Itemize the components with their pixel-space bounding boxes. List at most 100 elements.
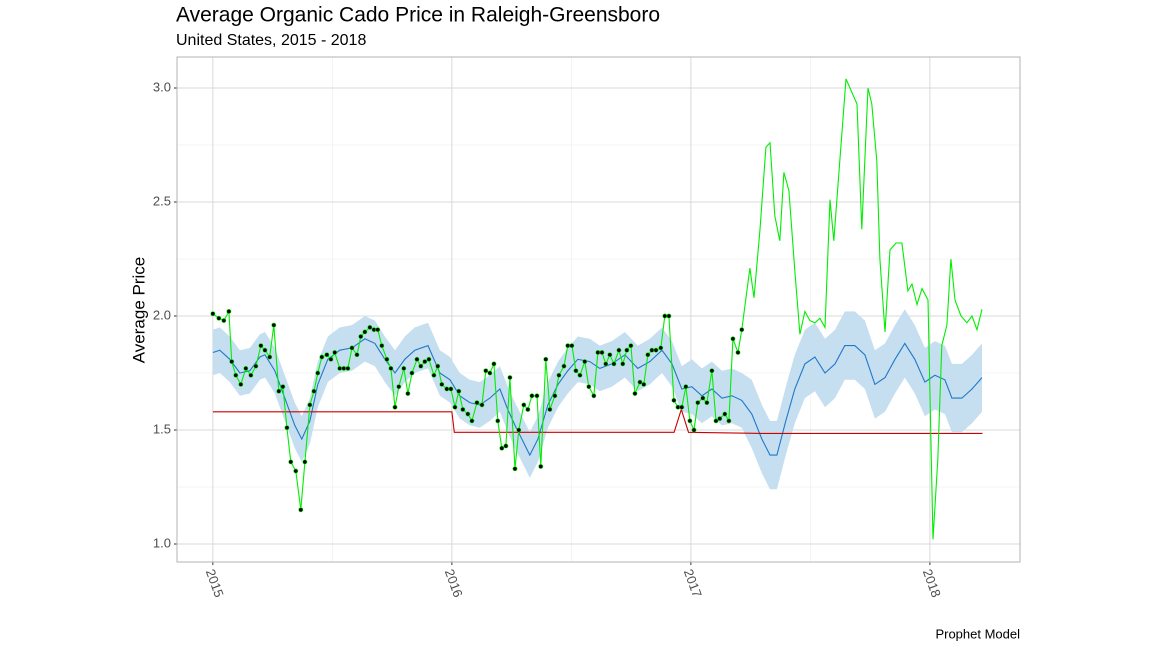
data-point (307, 402, 313, 408)
data-point (284, 425, 290, 431)
data-point (280, 384, 286, 390)
data-point (543, 356, 549, 362)
data-point (262, 347, 268, 353)
data-point (216, 315, 222, 321)
data-point (349, 345, 355, 351)
data-point (358, 334, 364, 339)
data-point (671, 397, 677, 403)
data-point (516, 427, 522, 433)
data-point (525, 407, 531, 412)
data-point (288, 459, 294, 465)
data-point (529, 393, 535, 399)
data-point (396, 384, 402, 390)
data-point (388, 366, 394, 371)
data-point (595, 350, 601, 355)
data-point (243, 366, 249, 371)
series-line (741, 78, 983, 540)
y-tick-label: 1.5 (153, 421, 171, 436)
data-point (611, 361, 617, 367)
y-tick-label: 2.0 (153, 307, 171, 322)
data-point (709, 368, 715, 374)
data-point (695, 400, 701, 406)
data-point (469, 418, 475, 424)
data-point (565, 343, 571, 349)
data-point (328, 356, 334, 362)
data-point (479, 402, 485, 408)
data-point (628, 343, 634, 349)
data-point (552, 393, 558, 399)
data-point (507, 375, 513, 380)
data-point (704, 400, 710, 406)
data-point (735, 350, 741, 355)
data-point (599, 350, 605, 355)
data-point (379, 343, 385, 349)
data-point (229, 359, 235, 364)
data-point (456, 388, 462, 394)
data-point (276, 388, 282, 394)
data-point (616, 347, 622, 353)
data-point (271, 322, 277, 328)
data-point (414, 356, 420, 362)
chart-title: Average Organic Cado Price in Raleigh-Gr… (176, 4, 660, 27)
data-point (253, 363, 259, 369)
data-point (248, 372, 254, 378)
data-point (345, 366, 351, 371)
data-point (658, 345, 664, 351)
panel-border (176, 56, 1021, 563)
data-point (503, 443, 509, 449)
data-point (474, 400, 480, 406)
data-point (448, 386, 454, 392)
data-point (293, 468, 299, 474)
data-point (653, 347, 659, 353)
data-point (302, 459, 308, 465)
data-point (233, 372, 239, 378)
confidence-band (212, 309, 982, 490)
data-point (649, 347, 655, 353)
data-point (426, 356, 432, 362)
series-line (212, 407, 983, 434)
data-point (409, 370, 415, 376)
data-point (495, 418, 501, 424)
data-point (624, 347, 630, 353)
data-point (556, 372, 562, 378)
data-point (641, 381, 647, 387)
data-point (332, 350, 338, 355)
data-point (435, 363, 441, 369)
data-point (573, 368, 579, 374)
x-tick-label: 2017 (681, 567, 705, 599)
caption: Prophet Model (935, 626, 1020, 641)
data-point (679, 404, 685, 410)
data-point (730, 336, 736, 342)
data-point (577, 372, 583, 378)
data-point (444, 386, 450, 392)
data-point (267, 354, 273, 360)
y-tick-label: 2.5 (153, 193, 171, 208)
data-point (210, 311, 216, 317)
data-point (691, 427, 697, 433)
data-point (258, 343, 264, 349)
y-tick-label: 1.0 (153, 535, 171, 550)
data-point (483, 368, 489, 374)
data-point (298, 507, 304, 513)
data-point (662, 313, 668, 319)
series-line (212, 338, 983, 457)
data-point (405, 391, 411, 396)
data-point (354, 352, 360, 358)
data-point (726, 418, 732, 424)
data-point (569, 343, 575, 349)
data-point (534, 393, 540, 399)
data-point (422, 359, 428, 364)
data-point (561, 363, 567, 369)
data-point (362, 329, 368, 335)
data-point (538, 464, 544, 469)
data-point (591, 393, 597, 399)
data-point (367, 324, 373, 330)
data-point (452, 404, 458, 410)
data-point (337, 366, 343, 371)
x-tick-label: 2016 (442, 567, 466, 599)
data-point (713, 418, 719, 424)
data-point (547, 407, 553, 412)
data-point (319, 354, 325, 360)
